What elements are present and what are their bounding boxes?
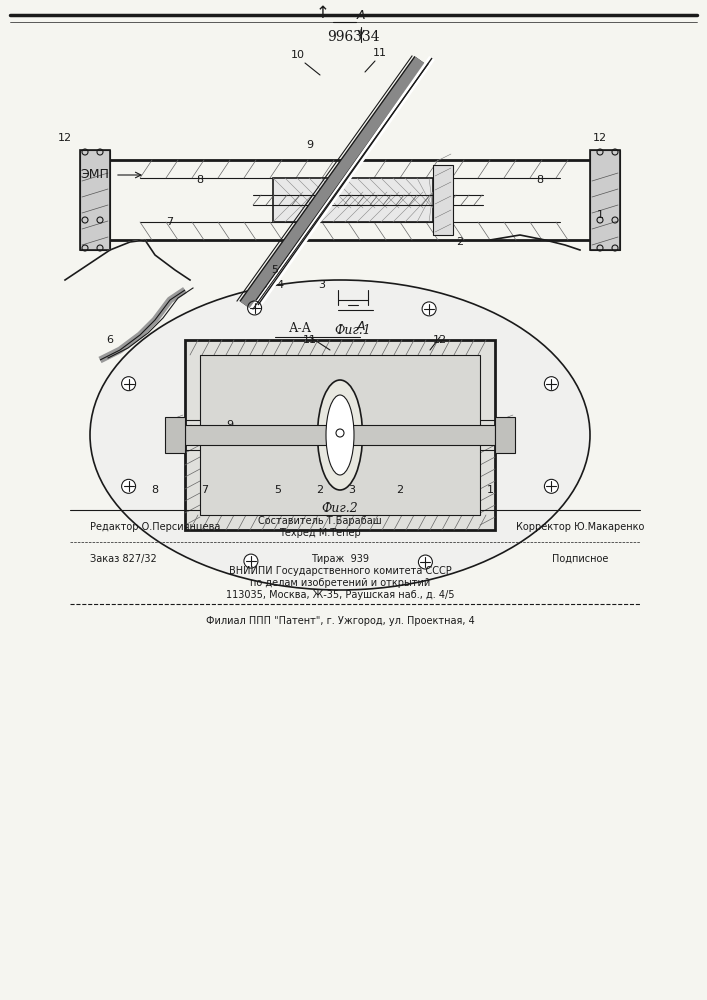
- Text: Корректор Ю.Макаренко: Корректор Ю.Макаренко: [516, 522, 644, 532]
- Text: Фиг.2: Фиг.2: [322, 502, 358, 515]
- Text: ↑: ↑: [316, 4, 330, 22]
- Text: 7: 7: [201, 485, 209, 495]
- Bar: [590, 150, 620, 250]
- Text: 10: 10: [291, 50, 305, 60]
- Circle shape: [419, 555, 433, 569]
- Circle shape: [244, 554, 258, 568]
- Text: 9: 9: [306, 140, 314, 150]
- Text: 8: 8: [537, 175, 544, 185]
- Text: 2: 2: [457, 237, 464, 247]
- Text: 12: 12: [58, 133, 72, 143]
- Text: 996334: 996334: [327, 30, 380, 44]
- Text: ВНИИПИ Государственного комитета СССР: ВНИИПИ Государственного комитета СССР: [228, 566, 451, 576]
- Text: 5: 5: [271, 265, 279, 275]
- Text: 12: 12: [593, 133, 607, 143]
- Text: ЭМП: ЭМП: [80, 168, 109, 182]
- Circle shape: [544, 377, 559, 391]
- Text: 7: 7: [166, 217, 173, 227]
- Text: Тираж  939: Тираж 939: [311, 554, 369, 564]
- Bar: [185, 340, 495, 530]
- Text: Техред М.Тепер: Техред М.Тепер: [279, 528, 361, 538]
- Text: А-А: А-А: [288, 322, 312, 335]
- Bar: [273, 178, 433, 222]
- Text: 2: 2: [397, 485, 404, 495]
- Text: А: А: [357, 9, 366, 22]
- Circle shape: [247, 301, 262, 315]
- Text: 9: 9: [226, 420, 233, 430]
- Circle shape: [122, 479, 136, 493]
- Text: 11: 11: [373, 48, 387, 58]
- Text: Фиг.1: Фиг.1: [334, 324, 371, 337]
- Bar: [80, 150, 110, 250]
- Text: 6: 6: [107, 335, 114, 345]
- Text: А: А: [357, 320, 366, 333]
- Text: 113035, Москва, Ж-35, Раушская наб., д. 4/5: 113035, Москва, Ж-35, Раушская наб., д. …: [226, 590, 455, 600]
- Circle shape: [336, 429, 344, 437]
- Ellipse shape: [90, 280, 590, 590]
- Text: по делам изобретений и открытий: по делам изобретений и открытий: [250, 578, 430, 588]
- Bar: [495, 417, 515, 453]
- Bar: [165, 417, 185, 453]
- Text: Составитель Т.Барабаш: Составитель Т.Барабаш: [258, 516, 382, 526]
- Text: 4: 4: [276, 280, 284, 290]
- Text: Редактор О.Персиянцева: Редактор О.Персиянцева: [90, 522, 221, 532]
- Circle shape: [422, 302, 436, 316]
- Text: 8: 8: [197, 175, 204, 185]
- Bar: [80, 150, 110, 250]
- Text: Филиал ППП "Патент", г. Ужгород, ул. Проектная, 4: Филиал ППП "Патент", г. Ужгород, ул. Про…: [206, 616, 474, 626]
- Text: 1: 1: [486, 485, 493, 495]
- Circle shape: [122, 377, 136, 391]
- Bar: [433, 165, 453, 235]
- Text: 11: 11: [303, 335, 317, 345]
- Text: 5: 5: [274, 485, 281, 495]
- Text: 2: 2: [317, 485, 324, 495]
- Ellipse shape: [317, 380, 363, 490]
- Text: Заказ 827/32: Заказ 827/32: [90, 554, 157, 564]
- Ellipse shape: [326, 395, 354, 475]
- Text: 3: 3: [349, 485, 356, 495]
- Text: 12: 12: [433, 335, 447, 345]
- Circle shape: [544, 479, 559, 493]
- Bar: [200, 355, 480, 515]
- Bar: [185, 425, 495, 445]
- Text: Подписное: Подписное: [551, 554, 608, 564]
- Bar: [590, 150, 620, 250]
- Text: 3: 3: [318, 280, 325, 290]
- Text: 8: 8: [151, 485, 158, 495]
- Text: 1: 1: [597, 210, 604, 220]
